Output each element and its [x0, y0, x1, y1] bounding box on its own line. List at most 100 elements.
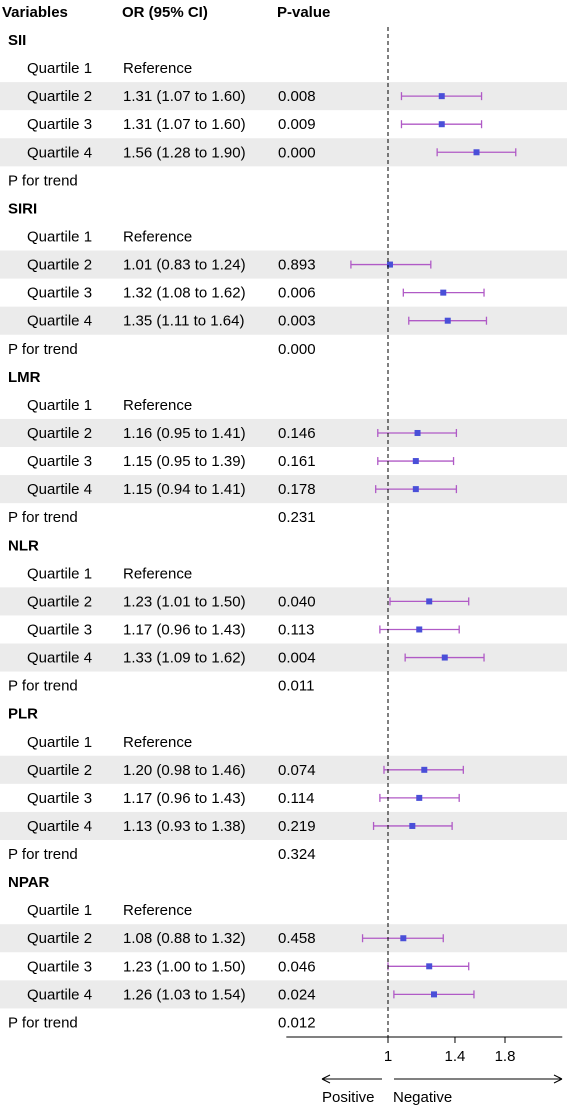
or-ci-text: 1.15 (0.95 to 1.39) [123, 453, 246, 470]
group-label: LMR [8, 369, 41, 386]
row-label: Quartile 2 [27, 930, 92, 947]
group-label: PLR [8, 706, 38, 723]
or-ci-text: 1.08 (0.88 to 1.32) [123, 930, 246, 947]
p-value: 0.219 [278, 818, 316, 835]
row-label: Quartile 4 [27, 144, 92, 161]
p-value: 0.006 [278, 285, 316, 302]
p-value: 0.003 [278, 313, 316, 330]
group-label: NPAR [8, 874, 50, 891]
or-point [421, 766, 428, 773]
or-point [440, 289, 447, 296]
row-label: Quartile 3 [27, 958, 92, 975]
or-point [426, 598, 433, 605]
or-ci-text: 1.32 (1.08 to 1.62) [123, 285, 246, 302]
negative-label: Negative [393, 1089, 452, 1106]
row-label: Quartile 2 [27, 425, 92, 442]
row-band [0, 811, 567, 840]
tick-label: 1.8 [495, 1048, 516, 1065]
or-ci-text: 1.33 (1.09 to 1.62) [123, 650, 246, 667]
trend-p-value: 0.000 [278, 341, 316, 358]
p-value: 0.146 [278, 425, 316, 442]
or-point [416, 626, 423, 633]
group-label: SIRI [8, 200, 37, 217]
or-ci-text: Reference [123, 565, 192, 582]
or-ci-text: 1.16 (0.95 to 1.41) [123, 425, 246, 442]
or-point [412, 486, 419, 493]
or-ci-text: 1.20 (0.98 to 1.46) [123, 762, 246, 779]
row-label: Quartile 4 [27, 481, 92, 498]
p-value: 0.046 [278, 958, 316, 975]
p-value: 0.114 [278, 790, 314, 807]
or-point [414, 429, 421, 436]
row-label: Quartile 3 [27, 285, 92, 302]
p-value: 0.074 [278, 762, 316, 779]
or-point [416, 794, 423, 801]
or-point [438, 93, 445, 100]
row-label: Quartile 4 [27, 818, 92, 835]
group-label: NLR [8, 537, 39, 554]
tick-label: 1 [384, 1048, 392, 1065]
row-label: Quartile 2 [27, 762, 92, 779]
left-arrow-head-icon [321, 1074, 331, 1084]
p-value: 0.458 [278, 930, 316, 947]
or-point [444, 317, 451, 324]
p-value: 0.008 [278, 88, 316, 105]
row-label: Quartile 3 [27, 790, 92, 807]
row-band [0, 250, 567, 279]
or-ci-text: 1.01 (0.83 to 1.24) [123, 257, 246, 274]
row-band [0, 924, 567, 953]
p-value: 0.113 [278, 621, 314, 638]
p-value: 0.000 [278, 144, 316, 161]
trend-p-value: 0.231 [278, 509, 316, 526]
p-value: 0.893 [278, 257, 316, 274]
p-value: 0.024 [278, 986, 316, 1003]
trend-label: P for trend [8, 509, 78, 526]
trend-label: P for trend [8, 678, 78, 695]
trend-label: P for trend [8, 1014, 78, 1031]
row-label: Quartile 2 [27, 257, 92, 274]
row-label: Quartile 2 [27, 88, 92, 105]
trend-label: P for trend [8, 341, 78, 358]
or-point [409, 822, 416, 829]
header-pvalue: P-value [277, 4, 330, 21]
p-value: 0.161 [278, 453, 316, 470]
row-band [0, 587, 567, 616]
row-label: Quartile 3 [27, 116, 92, 133]
or-ci-text: 1.17 (0.96 to 1.43) [123, 621, 246, 638]
or-point [400, 935, 407, 942]
row-label: Quartile 1 [27, 60, 92, 77]
header-variables: Variables [2, 4, 68, 21]
row-label: Quartile 3 [27, 453, 92, 470]
or-ci-text: Reference [123, 902, 192, 919]
right-arrow-head-icon [553, 1074, 563, 1084]
or-ci-text: 1.56 (1.28 to 1.90) [123, 144, 246, 161]
trend-label: P for trend [8, 172, 78, 189]
or-ci-text: 1.15 (0.94 to 1.41) [123, 481, 246, 498]
or-point [386, 261, 393, 268]
x-axis: 1 1.4 1.8 Positive Negative [286, 1036, 563, 1106]
table-header: Variables OR (95% CI) P-value [2, 4, 330, 21]
trend-p-value: 0.012 [278, 1014, 316, 1031]
row-label: Quartile 1 [27, 565, 92, 582]
row-bands [0, 82, 567, 1009]
or-point [431, 991, 438, 998]
or-point [426, 963, 433, 970]
p-value: 0.178 [278, 481, 316, 498]
row-label: Quartile 1 [27, 902, 92, 919]
p-value: 0.040 [278, 593, 316, 610]
row-label: Quartile 1 [27, 397, 92, 414]
tick-label: 1.4 [445, 1048, 466, 1065]
or-ci-text: 1.23 (1.00 to 1.50) [123, 958, 246, 975]
or-ci-text: 1.26 (1.03 to 1.54) [123, 986, 246, 1003]
or-ci-text: Reference [123, 228, 192, 245]
or-point [441, 654, 448, 661]
p-value: 0.004 [278, 650, 316, 667]
or-ci-text: Reference [123, 397, 192, 414]
trend-p-value: 0.324 [278, 846, 316, 863]
header-or: OR (95% CI) [122, 4, 208, 21]
row-label: Quartile 1 [27, 228, 92, 245]
row-band [0, 755, 567, 784]
trend-label: P for trend [8, 846, 78, 863]
